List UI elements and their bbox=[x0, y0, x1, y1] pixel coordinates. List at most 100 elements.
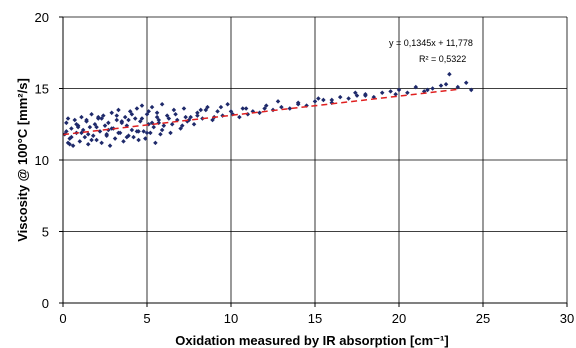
data-point bbox=[443, 81, 449, 87]
data-point bbox=[430, 86, 435, 91]
data-point bbox=[80, 127, 86, 133]
data-point bbox=[146, 109, 151, 114]
data-point bbox=[99, 116, 104, 121]
trendline bbox=[62, 88, 458, 136]
y-tick-label: 10 bbox=[35, 153, 49, 168]
data-point bbox=[136, 137, 141, 143]
data-point bbox=[67, 142, 72, 147]
data-point bbox=[329, 97, 335, 103]
data-point bbox=[198, 107, 204, 113]
y-tick-label: 20 bbox=[35, 10, 49, 25]
y-tick-label: 0 bbox=[42, 296, 49, 311]
data-point bbox=[218, 104, 224, 110]
data-point bbox=[215, 109, 220, 114]
data-point bbox=[257, 110, 262, 116]
data-point bbox=[109, 126, 114, 131]
data-point bbox=[89, 111, 94, 117]
data-point bbox=[97, 129, 103, 134]
data-point bbox=[337, 94, 343, 100]
data-point bbox=[191, 121, 197, 127]
y-axis-title: Viscosity @ 100°C [mm²/s] bbox=[15, 78, 30, 242]
data-point bbox=[346, 96, 351, 101]
data-point bbox=[159, 101, 165, 107]
data-point bbox=[312, 99, 318, 104]
data-points bbox=[62, 71, 474, 148]
data-point bbox=[240, 106, 246, 111]
data-point bbox=[69, 134, 74, 140]
data-point bbox=[122, 114, 128, 120]
data-point bbox=[169, 121, 175, 127]
data-point bbox=[463, 80, 469, 86]
y-tick-label: 15 bbox=[35, 82, 49, 97]
data-point bbox=[413, 84, 419, 90]
data-point bbox=[139, 103, 145, 108]
data-point bbox=[158, 131, 163, 137]
data-point bbox=[116, 130, 121, 136]
data-point bbox=[168, 130, 173, 136]
data-point bbox=[64, 120, 69, 126]
data-point bbox=[94, 137, 99, 143]
data-point bbox=[171, 107, 177, 113]
data-point bbox=[114, 117, 120, 123]
data-point bbox=[166, 116, 172, 121]
data-point bbox=[114, 113, 120, 118]
data-point bbox=[85, 131, 91, 137]
data-point bbox=[438, 83, 444, 88]
data-point bbox=[195, 113, 200, 118]
data-point bbox=[64, 129, 69, 134]
data-point bbox=[65, 116, 71, 121]
data-point bbox=[237, 114, 242, 120]
tick-labels: 0 5 10 15 20 25 30 0 5 10 15 20 bbox=[35, 10, 575, 326]
data-point bbox=[89, 137, 94, 143]
data-point bbox=[109, 110, 114, 116]
x-tick-label: 30 bbox=[560, 311, 574, 326]
x-tick-label: 5 bbox=[143, 311, 150, 326]
trendline-r-squared: R² = 0,5322 bbox=[419, 54, 466, 64]
x-tick-label: 10 bbox=[224, 311, 238, 326]
data-point bbox=[129, 127, 135, 133]
data-point bbox=[72, 117, 78, 123]
data-point bbox=[99, 140, 104, 146]
x-tick-label: 0 bbox=[59, 311, 66, 326]
trendline-equation: y = 0,1345x + 11,778 bbox=[389, 38, 473, 48]
data-point bbox=[132, 116, 138, 121]
data-point bbox=[90, 133, 96, 138]
data-point bbox=[77, 139, 83, 144]
data-point bbox=[116, 107, 121, 113]
data-point bbox=[87, 124, 93, 130]
data-point bbox=[84, 117, 89, 123]
data-point bbox=[181, 106, 187, 111]
data-point bbox=[126, 117, 131, 123]
data-point bbox=[316, 96, 321, 101]
data-point bbox=[121, 139, 126, 144]
data-point bbox=[112, 136, 118, 141]
data-point bbox=[455, 84, 461, 90]
axes bbox=[59, 16, 568, 307]
data-point bbox=[468, 87, 474, 93]
data-point bbox=[287, 106, 293, 111]
data-point bbox=[154, 110, 160, 116]
data-point bbox=[243, 106, 249, 111]
data-point bbox=[101, 113, 106, 118]
data-point bbox=[173, 111, 178, 117]
data-point bbox=[188, 114, 193, 120]
data-point bbox=[127, 109, 133, 114]
y-tick-label: 5 bbox=[42, 225, 49, 240]
data-point bbox=[275, 99, 281, 104]
data-point bbox=[156, 117, 162, 123]
data-point bbox=[321, 97, 326, 103]
data-point bbox=[75, 124, 81, 130]
data-point bbox=[447, 71, 452, 77]
data-point bbox=[102, 123, 108, 128]
data-point bbox=[107, 143, 113, 148]
data-point bbox=[79, 130, 84, 136]
x-tick-label: 25 bbox=[476, 311, 490, 326]
data-point bbox=[159, 127, 165, 133]
data-point bbox=[69, 126, 74, 131]
data-point bbox=[153, 140, 158, 146]
data-point bbox=[82, 134, 88, 140]
data-point bbox=[106, 120, 111, 126]
data-point bbox=[70, 143, 76, 148]
data-point bbox=[85, 142, 91, 147]
